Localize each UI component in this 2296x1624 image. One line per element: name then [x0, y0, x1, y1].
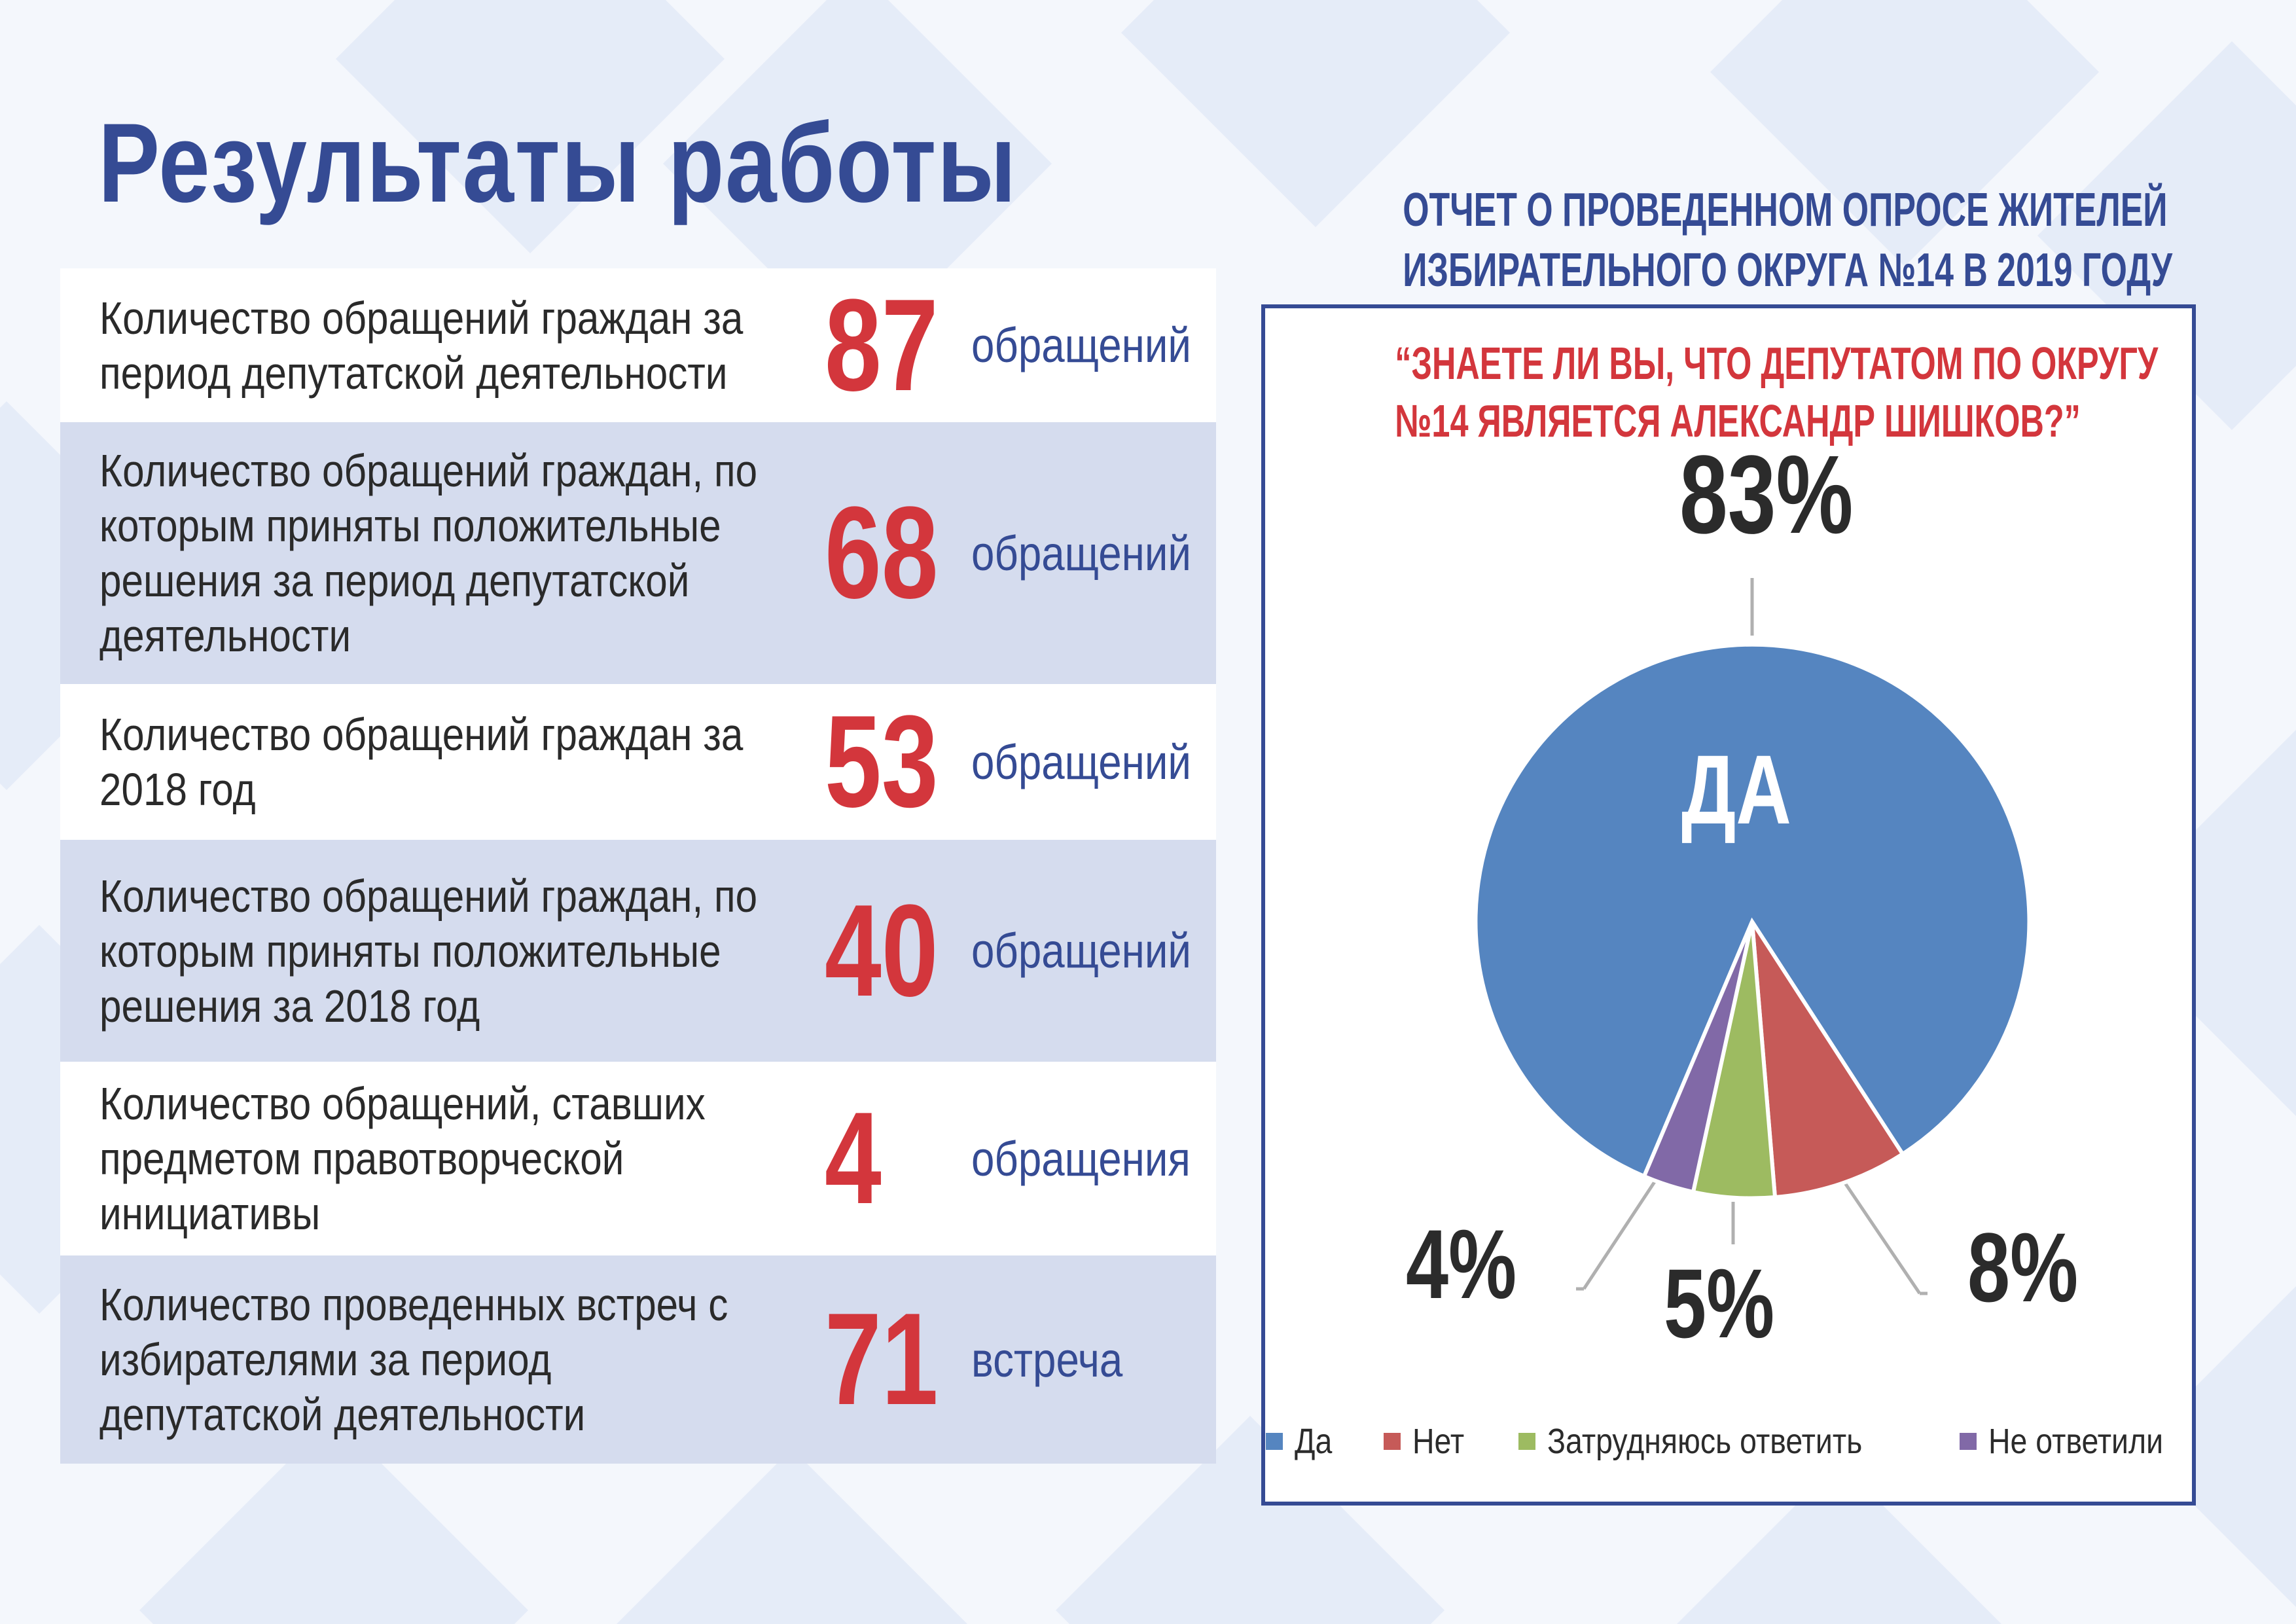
survey-heading-line1: ОТЧЕТ О ПРОВЕДЕННОМ ОПРОСЕ ЖИТЕЛЕЙ — [1403, 184, 2168, 236]
stat-value: 40 — [825, 877, 939, 1024]
survey-question-line2: №14 ЯВЛЯЕТСЯ АЛЕКСАНДР ШИШКОВ?” — [1395, 395, 2081, 446]
stat-row: Количество обращений граждан за период д… — [60, 268, 1216, 422]
pie-chart — [1473, 578, 2032, 1295]
stat-description: Количество обращений, ставших предметом … — [99, 1078, 706, 1239]
stat-value: 87 — [825, 272, 939, 418]
survey-chart-box: “ЗНАЕТЕ ЛИ ВЫ, ЧТО ДЕПУТАТОМ ПО ОКРУГУ №… — [1261, 304, 2196, 1506]
label-no-percent: 8% — [1967, 1212, 2079, 1322]
label-no-answer-percent: 4% — [1406, 1209, 1517, 1319]
chart-legend: Да Нет Затрудняюсь ответить Не ответили — [1265, 1421, 2192, 1462]
stat-row: Количество обращений, ставших предметом … — [60, 1062, 1216, 1255]
survey-heading: ОТЧЕТ О ПРОВЕДЕННОМ ОПРОСЕ ЖИТЕЛЕЙ ИЗБИР… — [1276, 180, 2179, 300]
legend-item-yes: Да — [1265, 1421, 1338, 1462]
label-unsure-percent: 5% — [1664, 1248, 1775, 1358]
page-title: Результаты работы — [98, 100, 1018, 226]
leader-line-no-answer — [1582, 1178, 1659, 1290]
pie-slice-no-answer — [1641, 920, 1754, 1195]
stat-row: Количество обращений граждан, по которым… — [60, 422, 1216, 684]
stat-row: Количество обращений граждан за 2018 год… — [60, 684, 1216, 840]
stat-unit: обращений — [971, 734, 1191, 789]
stat-unit: обращения — [971, 1131, 1191, 1186]
stat-value: 71 — [825, 1286, 939, 1432]
stat-unit: обращений — [971, 318, 1191, 372]
pie-slice-no — [1750, 920, 1906, 1200]
stat-row: Количество обращений граждан, по которым… — [60, 840, 1216, 1062]
stat-unit: обращений — [971, 526, 1191, 581]
legend-swatch-no-answer — [1959, 1433, 1977, 1450]
stat-description: Количество обращений граждан за период д… — [99, 292, 744, 399]
stat-description: Количество обращений граждан, по которым… — [99, 445, 758, 661]
survey-question: “ЗНАЕТЕ ЛИ ВЫ, ЧТО ДЕПУТАТОМ ПО ОКРУГУ №… — [1265, 334, 2192, 450]
survey-heading-line2: ИЗБИРАТЕЛЬНОГО ОКРУГА №14 В 2019 ГОДУ — [1403, 244, 2173, 297]
stats-table: Количество обращений граждан за период д… — [60, 268, 1216, 1464]
pie-slice-yes — [1473, 642, 2032, 1179]
stat-value: 4 — [825, 1085, 882, 1231]
stat-unit: встреча — [971, 1332, 1123, 1387]
legend-item-no-answer: Не ответили — [1959, 1421, 2192, 1462]
label-yes-percent: 83% — [1679, 433, 1854, 557]
stat-description: Количество проведенных встреч с избирате… — [99, 1279, 728, 1440]
stat-description: Количество обращений граждан, по которым… — [99, 870, 758, 1032]
legend-swatch-no — [1384, 1433, 1401, 1450]
legend-item-no: Нет — [1384, 1421, 1473, 1462]
stat-description: Количество обращений граждан за 2018 год — [99, 709, 744, 815]
legend-swatch-unsure — [1518, 1433, 1536, 1450]
legend-swatch-yes — [1265, 1433, 1283, 1450]
stat-unit: обращений — [971, 924, 1191, 978]
legend-item-unsure: Затрудняюсь ответить — [1518, 1421, 1914, 1462]
leader-line-no — [1842, 1181, 1922, 1295]
stat-value: 68 — [825, 480, 939, 626]
stat-row: Количество проведенных встреч с избирате… — [60, 1255, 1216, 1464]
label-yes-inner: ДА — [1681, 734, 1791, 844]
stat-value: 53 — [825, 689, 939, 835]
survey-question-line1: “ЗНАЕТЕ ЛИ ВЫ, ЧТО ДЕПУТАТОМ ПО ОКРУГУ — [1395, 338, 2159, 389]
